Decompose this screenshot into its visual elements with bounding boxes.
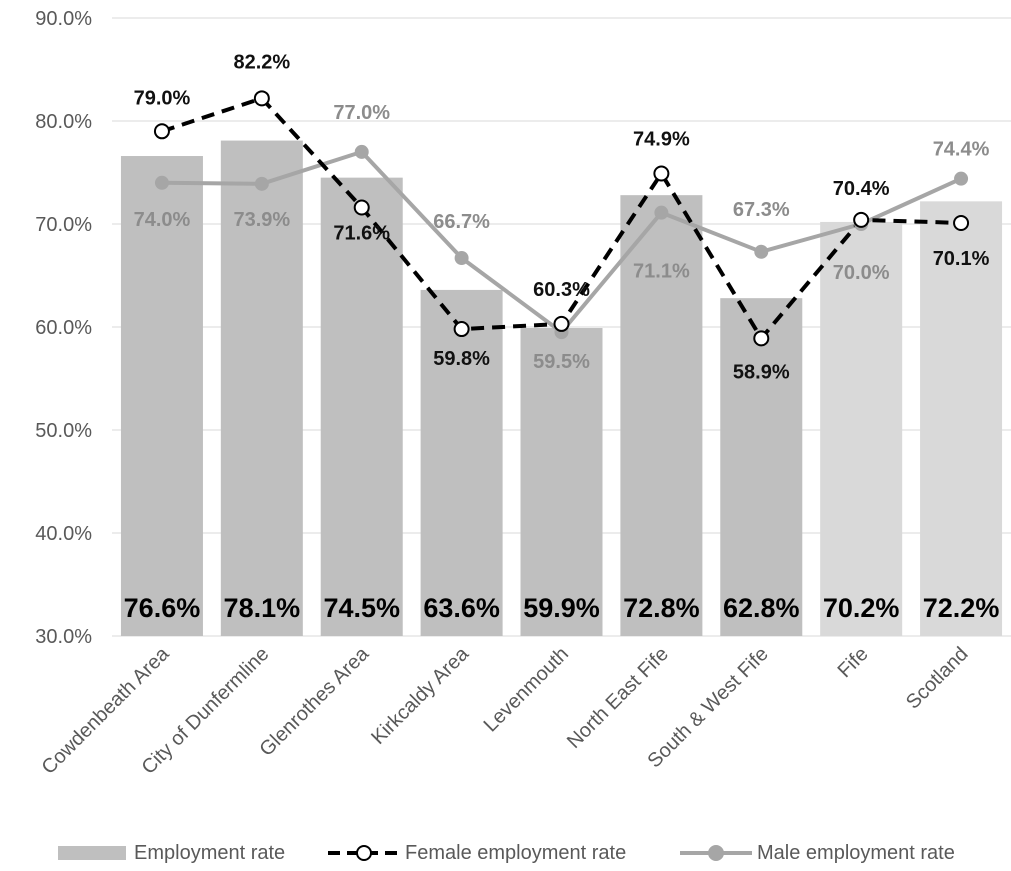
x-tick-label: Kirkcaldy Area bbox=[367, 642, 474, 749]
legend-item-employment-rate: Employment rate bbox=[58, 838, 285, 868]
female-point bbox=[753, 330, 770, 347]
male-point bbox=[354, 144, 369, 159]
legend-label-female-employment-rate: Female employment rate bbox=[405, 841, 627, 864]
female-data-label: 58.9% bbox=[733, 361, 790, 383]
male-point bbox=[654, 205, 669, 220]
male-data-label: 74.4% bbox=[933, 139, 990, 161]
female-data-label: 60.3% bbox=[533, 279, 590, 301]
bar-value-label: 59.9% bbox=[523, 593, 600, 623]
legend: Employment rate Female employment rate M… bbox=[0, 838, 1011, 868]
bar bbox=[320, 177, 403, 636]
legend-label-male-employment-rate: Male employment rate bbox=[757, 841, 955, 864]
male-data-label: 77.0% bbox=[333, 102, 390, 124]
bar-value-label: 62.8% bbox=[723, 593, 800, 623]
legend-swatch-bar bbox=[58, 846, 126, 860]
legend-swatch-male bbox=[680, 845, 752, 861]
y-tick-label: 50.0% bbox=[35, 420, 92, 442]
x-tick-label: Scotland bbox=[902, 643, 973, 714]
female-data-label: 59.8% bbox=[433, 348, 490, 370]
female-point bbox=[553, 315, 570, 332]
male-data-label: 59.5% bbox=[533, 351, 590, 373]
female-point bbox=[253, 90, 270, 107]
male-point bbox=[454, 250, 469, 265]
legend-label-employment-rate: Employment rate bbox=[134, 841, 286, 864]
bar-value-label: 72.2% bbox=[923, 593, 1000, 623]
bar bbox=[520, 328, 603, 636]
bar-value-label: 74.5% bbox=[323, 593, 400, 623]
bar bbox=[920, 201, 1003, 636]
male-data-label: 73.9% bbox=[233, 209, 290, 231]
male-point bbox=[154, 175, 169, 190]
male-data-label: 70.0% bbox=[833, 262, 890, 284]
bar-value-label: 78.1% bbox=[224, 593, 301, 623]
female-data-label: 79.0% bbox=[134, 87, 191, 109]
male-data-label: 74.0% bbox=[134, 209, 191, 231]
male-point bbox=[754, 244, 769, 259]
y-tick-label: 60.0% bbox=[35, 317, 92, 339]
male-point bbox=[954, 171, 969, 186]
female-data-label: 70.1% bbox=[933, 248, 990, 270]
y-tick-label: 30.0% bbox=[35, 626, 92, 648]
x-tick-label: Fife bbox=[834, 643, 873, 682]
female-point bbox=[353, 199, 370, 216]
female-point bbox=[653, 165, 670, 182]
male-point bbox=[254, 176, 269, 191]
legend-item-male-employment-rate: Male employment rate bbox=[678, 838, 955, 868]
male-data-label: 71.1% bbox=[633, 261, 690, 283]
y-tick-label: 90.0% bbox=[35, 8, 92, 30]
legend-item-female-employment-rate: Female employment rate bbox=[326, 838, 626, 868]
bar bbox=[820, 221, 903, 636]
female-point bbox=[453, 321, 470, 338]
female-data-label: 71.6% bbox=[333, 223, 390, 245]
bar bbox=[720, 298, 803, 636]
female-point bbox=[853, 211, 870, 228]
female-data-label: 70.4% bbox=[833, 178, 890, 200]
bar-value-label: 63.6% bbox=[423, 593, 500, 623]
bar-value-label: 76.6% bbox=[124, 593, 201, 623]
female-point bbox=[953, 214, 970, 231]
y-tick-label: 70.0% bbox=[35, 214, 92, 236]
x-tick-label: Levenmouth bbox=[480, 643, 573, 736]
bar bbox=[120, 156, 203, 636]
y-tick-label: 40.0% bbox=[35, 523, 92, 545]
bar-value-label: 72.8% bbox=[623, 593, 700, 623]
bar bbox=[220, 140, 303, 636]
bar-value-label: 70.2% bbox=[823, 593, 900, 623]
y-tick-label: 80.0% bbox=[35, 111, 92, 133]
female-data-label: 82.2% bbox=[233, 51, 290, 73]
bar bbox=[420, 289, 503, 636]
female-point bbox=[153, 123, 170, 140]
legend-swatch-female bbox=[328, 845, 400, 861]
female-data-label: 74.9% bbox=[633, 129, 690, 151]
male-data-label: 66.7% bbox=[433, 211, 490, 233]
x-tick-label: North East Fife bbox=[563, 643, 673, 753]
x-tick-label: Glenrothes Area bbox=[256, 642, 374, 760]
male-data-label: 67.3% bbox=[733, 199, 790, 221]
bar bbox=[620, 195, 703, 636]
